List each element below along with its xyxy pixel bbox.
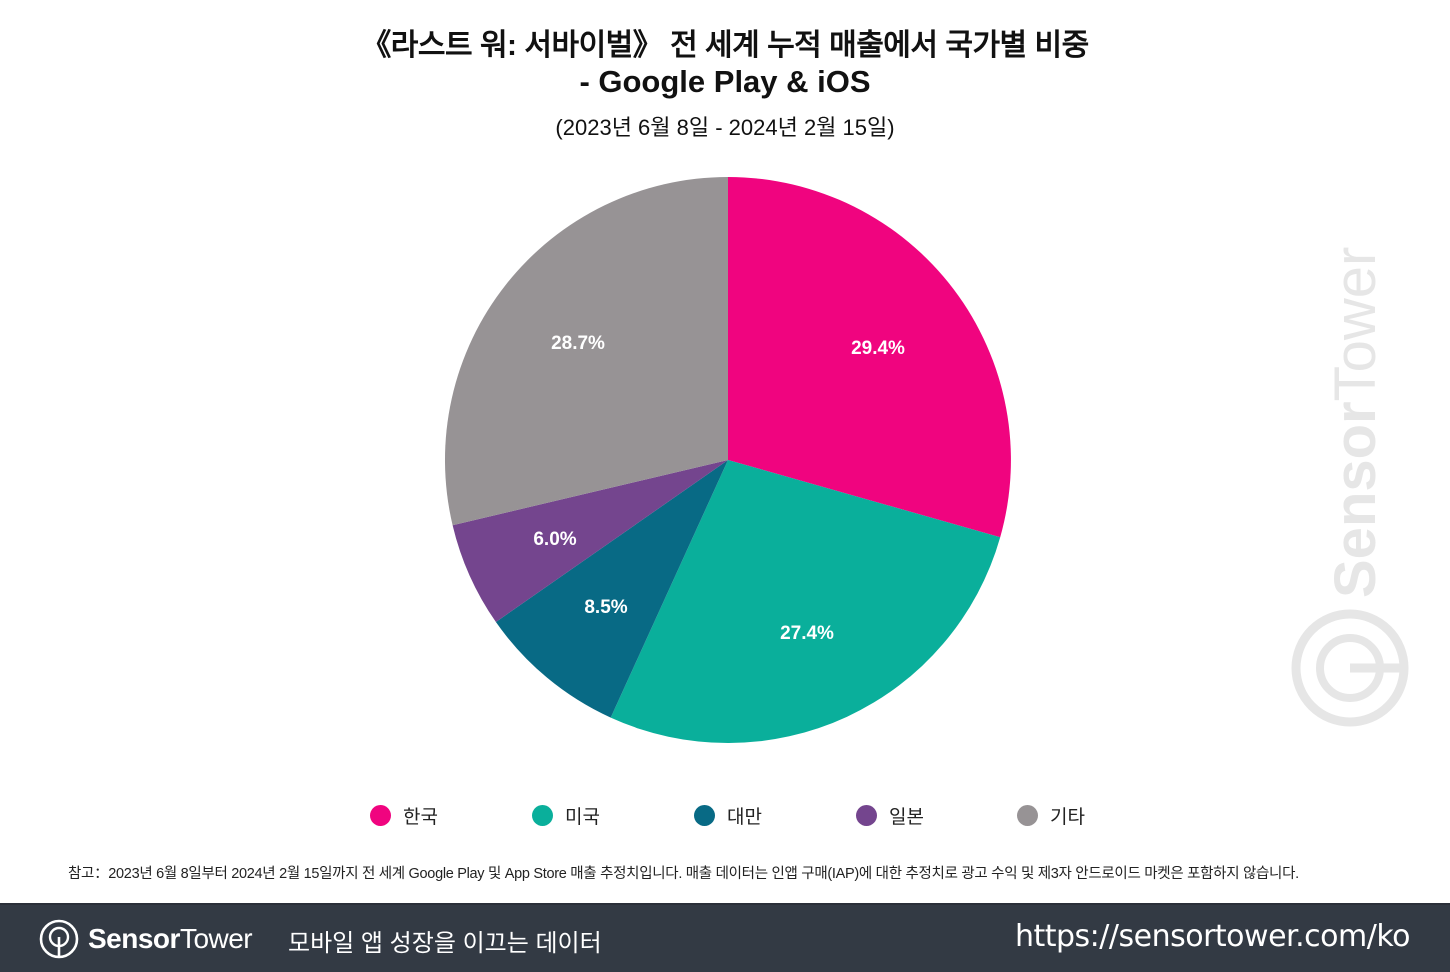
slice-labels: 29.4% 27.4% 8.5% 6.0% 28.7% bbox=[533, 333, 905, 644]
slice-label-japan: 6.0% bbox=[533, 529, 576, 550]
legend-item-usa[interactable]: 미국 bbox=[532, 800, 600, 830]
footer-logo[interactable]: SensorTower bbox=[38, 918, 253, 960]
legend-item-japan[interactable]: 일본 bbox=[856, 800, 924, 830]
legend-label: 일본 bbox=[889, 806, 924, 828]
slice-label-korea: 29.4% bbox=[851, 338, 905, 359]
legend-item-korea[interactable]: 한국 bbox=[370, 800, 438, 830]
legend-dot-icon bbox=[694, 804, 715, 826]
slice-label-taiwan: 8.5% bbox=[584, 597, 627, 618]
chart-subtitle-date-range: (2023년 6월 8일 - 2024년 2월 15일) bbox=[555, 115, 895, 140]
sensortower-logo-icon bbox=[1291, 609, 1409, 727]
pie-chart: 29.4% 27.4% 8.5% 6.0% 28.7% bbox=[444, 177, 1011, 744]
legend-dot-icon bbox=[370, 804, 391, 826]
chart-title-platforms: - Google Play & iOS bbox=[579, 64, 871, 99]
footer-url-link[interactable]: https://sensortower.com/ko bbox=[1014, 919, 1411, 954]
slice-taiwan[interactable] bbox=[495, 460, 728, 718]
slice-usa[interactable] bbox=[610, 460, 1001, 744]
data-source-note: 참고：2023년 6월 8일부터 2024년 2월 15일까지 전 세계 Goo… bbox=[68, 866, 1299, 882]
legend-label: 기타 bbox=[1050, 806, 1085, 828]
brand-bold: Sensor bbox=[88, 923, 180, 954]
footer-tagline: 모바일 앱 성장을 이끄는 데이터 bbox=[288, 930, 602, 957]
slice-label-usa: 27.4% bbox=[780, 623, 834, 644]
slice-label-other: 28.7% bbox=[551, 333, 605, 354]
slice-japan[interactable] bbox=[452, 460, 728, 622]
watermark-text: SensorTower bbox=[1323, 247, 1388, 598]
legend-label: 대만 bbox=[727, 806, 762, 828]
chart-legend: 한국 미국 대만 일본 기타 bbox=[0, 800, 1450, 830]
sensortower-watermark: SensorTower bbox=[1291, 247, 1409, 727]
footer-bar: SensorTower 모바일 앱 성장을 이끄는 데이터 https://se… bbox=[0, 903, 1450, 972]
legend-item-taiwan[interactable]: 대만 bbox=[694, 800, 762, 830]
legend-label: 미국 bbox=[565, 806, 600, 828]
brand-light: Tower bbox=[179, 923, 253, 954]
legend-label: 한국 bbox=[403, 806, 438, 828]
slice-other[interactable] bbox=[444, 177, 728, 526]
legend-dot-icon bbox=[532, 804, 553, 826]
footer-brand-name: SensorTower bbox=[88, 923, 253, 955]
slice-korea[interactable] bbox=[728, 177, 1011, 538]
legend-item-other[interactable]: 기타 bbox=[1017, 800, 1085, 830]
sensortower-logo-icon bbox=[39, 919, 79, 959]
pie-slices bbox=[444, 177, 1011, 744]
chart-title: 《라스트 워: 서바이벌》 전 세계 누적 매출에서 국가별 비중 bbox=[361, 29, 1089, 62]
legend-dot-icon bbox=[1017, 804, 1038, 826]
legend-dot-icon bbox=[856, 804, 877, 826]
